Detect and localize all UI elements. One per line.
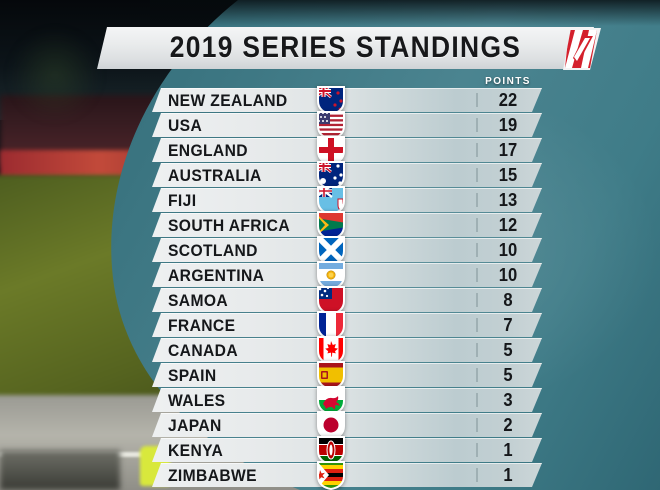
- flag-south-africa-icon: [316, 210, 346, 240]
- team-points: 1: [503, 440, 513, 460]
- table-row[interactable]: FRANCE 7: [0, 311, 660, 340]
- team-points: 7: [503, 315, 513, 335]
- team-points: 19: [498, 115, 518, 135]
- team-points: 10: [498, 265, 518, 285]
- row-background: [152, 188, 542, 212]
- table-row[interactable]: SCOTLAND 10: [0, 236, 660, 265]
- team-points: 8: [503, 290, 513, 310]
- team-points: 5: [503, 340, 513, 360]
- team-points: 2: [503, 415, 513, 435]
- team-points: 1: [503, 465, 513, 485]
- table-row[interactable]: SAMOA 8: [0, 285, 660, 315]
- rugby-sevens-logo-icon: [563, 28, 601, 70]
- column-divider-tick: [476, 343, 478, 357]
- column-divider-tick: [476, 193, 478, 207]
- column-divider-tick: [476, 293, 478, 307]
- team-name: KENYA: [168, 440, 224, 460]
- table-row[interactable]: JAPAN 2: [0, 410, 660, 440]
- table-row[interactable]: ENGLAND 17: [0, 136, 660, 165]
- table-row[interactable]: ARGENTINA 10: [0, 260, 660, 290]
- standings-table: NEW ZEALAND 22 USA 19 ENGLAND 17 AUSTRALIA 15 FI…: [0, 86, 660, 490]
- table-row[interactable]: WALES 3: [0, 385, 660, 415]
- column-divider-tick: [476, 268, 478, 282]
- flag-wales-icon: [316, 385, 346, 415]
- column-divider-tick: [476, 318, 478, 332]
- column-divider-tick: [476, 143, 478, 157]
- team-name: AUSTRALIA: [168, 165, 262, 185]
- column-divider-tick: [476, 93, 478, 107]
- team-name: SOUTH AFRICA: [168, 215, 291, 235]
- table-row[interactable]: CANADA 5: [0, 335, 660, 365]
- table-row[interactable]: ZIMBABWE 1: [0, 460, 660, 490]
- table-row[interactable]: AUSTRALIA 15: [0, 160, 660, 190]
- team-name: FRANCE: [168, 315, 236, 335]
- team-name: ZIMBABWE: [168, 465, 257, 485]
- flag-argentina-icon: [316, 260, 346, 290]
- column-divider-tick: [476, 168, 478, 182]
- table-row[interactable]: SOUTH AFRICA 12: [0, 210, 660, 240]
- team-points: 22: [498, 90, 518, 110]
- row-background: [152, 113, 542, 137]
- flag-zimbabwe-icon: [316, 460, 346, 490]
- team-name: ARGENTINA: [168, 265, 265, 285]
- table-row[interactable]: SPAIN 5: [0, 360, 660, 390]
- top-vignette: [150, 0, 660, 26]
- column-divider-tick: [476, 468, 478, 482]
- team-points: 12: [498, 215, 518, 235]
- team-points: 15: [498, 165, 518, 185]
- flag-samoa-icon: [316, 285, 346, 315]
- flag-australia-icon: [316, 160, 346, 190]
- team-points: 13: [498, 190, 518, 210]
- team-name: SAMOA: [168, 290, 229, 310]
- team-name: SPAIN: [168, 365, 217, 385]
- team-name: FIJI: [168, 190, 197, 210]
- column-divider-tick: [476, 443, 478, 457]
- title-banner: [97, 27, 594, 69]
- flag-canada-icon: [316, 335, 346, 365]
- column-divider-tick: [476, 418, 478, 432]
- team-name: WALES: [168, 390, 226, 410]
- column-divider-tick: [476, 368, 478, 382]
- team-points: 3: [503, 390, 513, 410]
- column-divider-tick: [476, 118, 478, 132]
- table-row[interactable]: FIJI 13: [0, 186, 660, 215]
- flag-spain-icon: [316, 360, 346, 390]
- column-divider-tick: [476, 243, 478, 257]
- column-divider-tick: [476, 218, 478, 232]
- team-name: USA: [168, 115, 203, 135]
- flag-kenya-icon: [316, 435, 346, 465]
- team-points: 17: [498, 140, 518, 160]
- table-row[interactable]: USA 19: [0, 111, 660, 140]
- flag-japan-icon: [316, 410, 346, 440]
- team-name: JAPAN: [168, 415, 222, 435]
- team-name: ENGLAND: [168, 140, 248, 160]
- team-name: CANADA: [168, 340, 238, 360]
- team-name: NEW ZEALAND: [168, 90, 288, 110]
- team-name: SCOTLAND: [168, 240, 258, 260]
- column-divider-tick: [476, 393, 478, 407]
- table-row[interactable]: KENYA 1: [0, 435, 660, 465]
- points-column-header: POINTS: [485, 76, 531, 87]
- team-points: 5: [503, 365, 513, 385]
- table-row[interactable]: NEW ZEALAND 22: [0, 86, 660, 115]
- page-title: 2019 SERIES STANDINGS: [169, 31, 522, 64]
- team-points: 10: [498, 240, 518, 260]
